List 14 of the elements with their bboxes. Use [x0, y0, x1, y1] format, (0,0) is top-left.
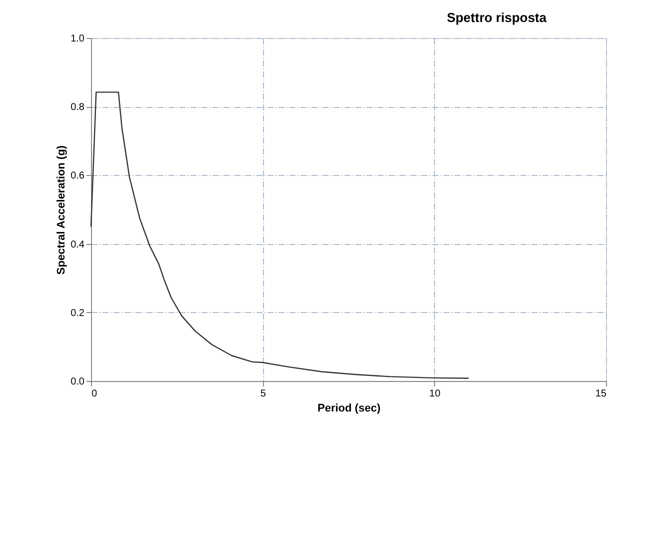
y-tick-label: 0.0 — [70, 376, 85, 388]
y-tick-label: 1.0 — [70, 34, 85, 44]
chart-title: Spettro risposta — [446, 10, 548, 25]
y-tick-label: 0.4 — [70, 239, 85, 250]
x-tick-label: 10 — [429, 388, 441, 400]
x-tick-label: 15 — [595, 388, 607, 400]
x-tick-label: 0 — [92, 388, 98, 400]
x-axis-title: Period (sec) — [318, 402, 381, 414]
line-series — [90, 92, 470, 379]
y-tick-label: 0.8 — [70, 102, 85, 114]
y-axis-title: Spectral Acceleration (g) — [56, 145, 68, 275]
y-tick-label: 0.6 — [70, 170, 85, 182]
y-tick-label: 0.2 — [70, 308, 85, 319]
x-tick-label: 5 — [260, 388, 266, 400]
